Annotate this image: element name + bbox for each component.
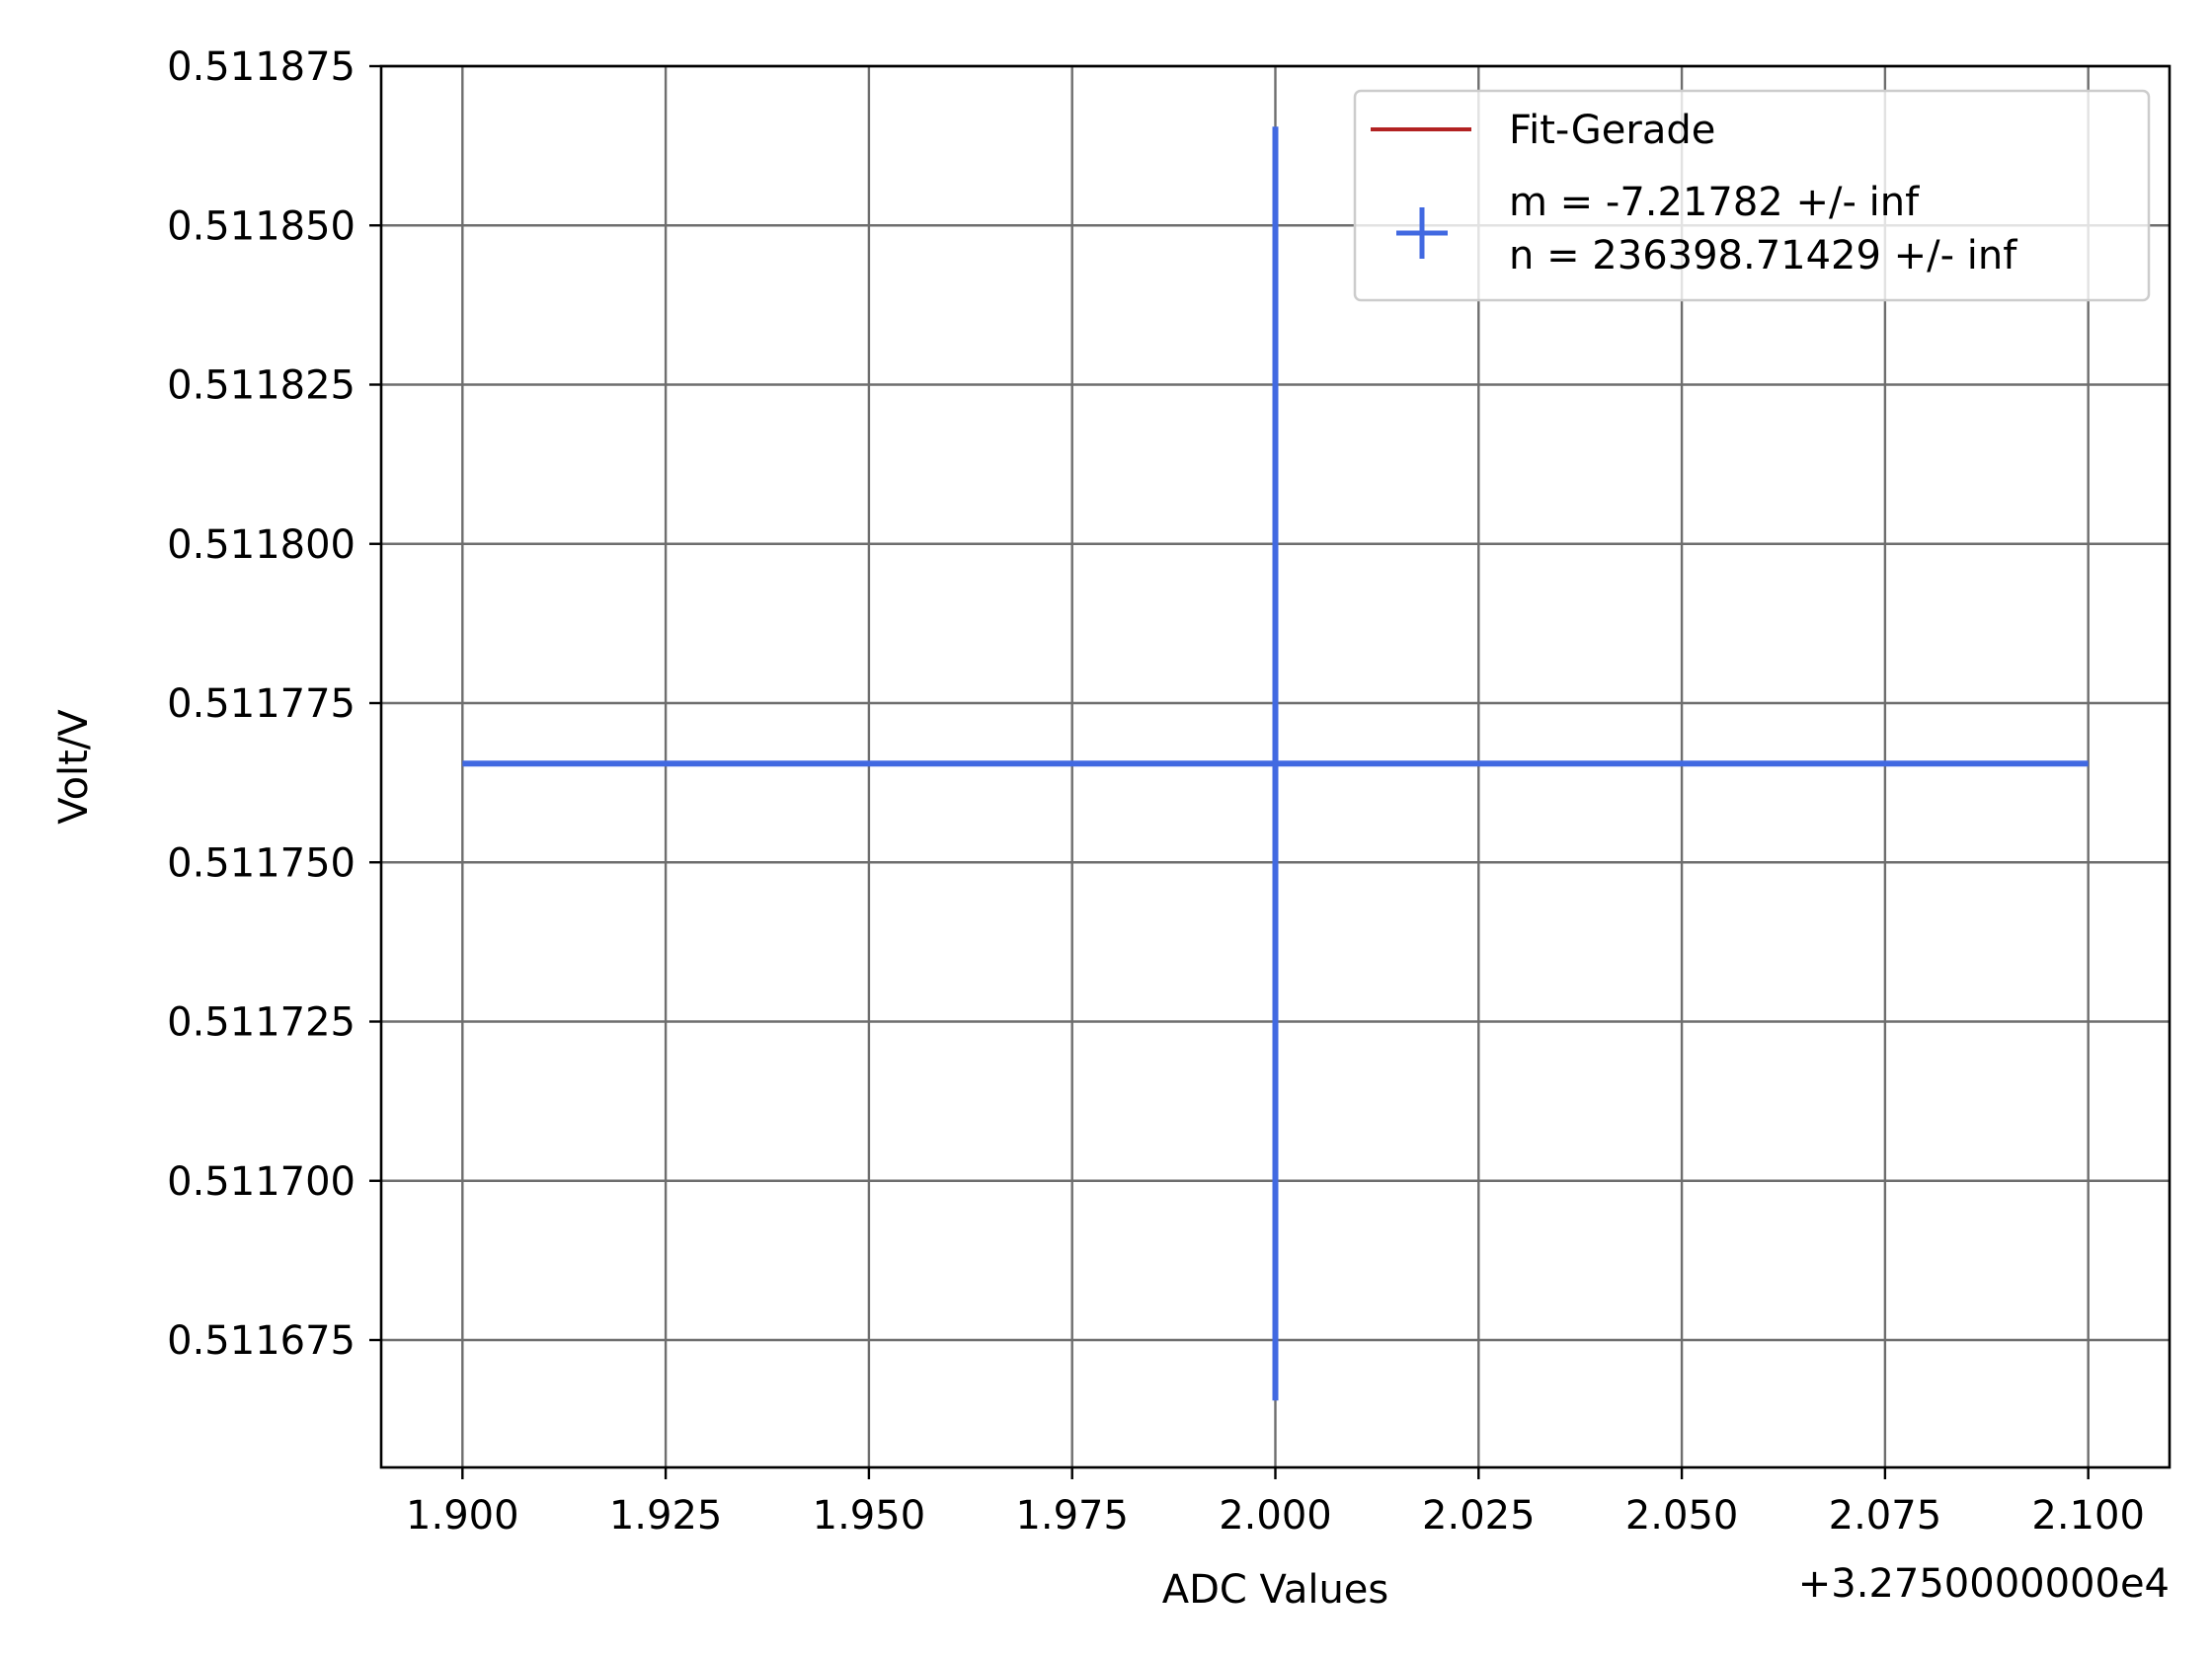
y-axis-label: Volt/V [51, 709, 97, 825]
y-tick-label: 0.511750 [167, 840, 356, 886]
axis-ticks: 1.900 1.925 1.950 1.975 2.000 2.025 2.050 2.075… [167, 44, 2145, 1539]
legend-params-line-2: n = 236398.71429 +/- inf [1509, 233, 2017, 278]
plot-data [462, 126, 2089, 1401]
legend-fit-label: Fit-Gerade [1509, 108, 1715, 153]
y-tick-label: 0.511850 [167, 203, 356, 249]
legend: Fit-Gerade m = -7.21782 +/- inf n = 2363… [1353, 89, 2151, 302]
x-tick-label: 2.050 [1625, 1493, 1739, 1539]
x-tick-label: 1.900 [406, 1493, 519, 1539]
y-tick-label: 0.511775 [167, 681, 356, 727]
x-tick-label: 1.975 [1015, 1493, 1129, 1539]
y-tick-label: 0.511700 [167, 1159, 356, 1205]
x-tick-label: 2.075 [1829, 1493, 1942, 1539]
y-tick-label: 0.511825 [167, 363, 356, 409]
legend-box [1353, 89, 2151, 302]
x-tick-label: 1.925 [609, 1493, 723, 1539]
x-axis-offset-label: +3.2750000000e4 [1798, 1561, 2170, 1607]
x-tick-label: 2.000 [1219, 1493, 1332, 1539]
x-axis-label: ADC Values [1162, 1567, 1389, 1613]
y-tick-label: 0.511675 [167, 1318, 356, 1364]
legend-params-line-1: m = -7.21782 +/- inf [1509, 180, 1920, 225]
y-tick-label: 0.511800 [167, 522, 356, 568]
x-tick-label: 2.025 [1422, 1493, 1536, 1539]
x-tick-label: 1.950 [813, 1493, 926, 1539]
y-tick-label: 0.511875 [167, 44, 356, 90]
y-tick-label: 0.511725 [167, 1000, 356, 1046]
x-tick-label: 2.100 [2031, 1493, 2145, 1539]
